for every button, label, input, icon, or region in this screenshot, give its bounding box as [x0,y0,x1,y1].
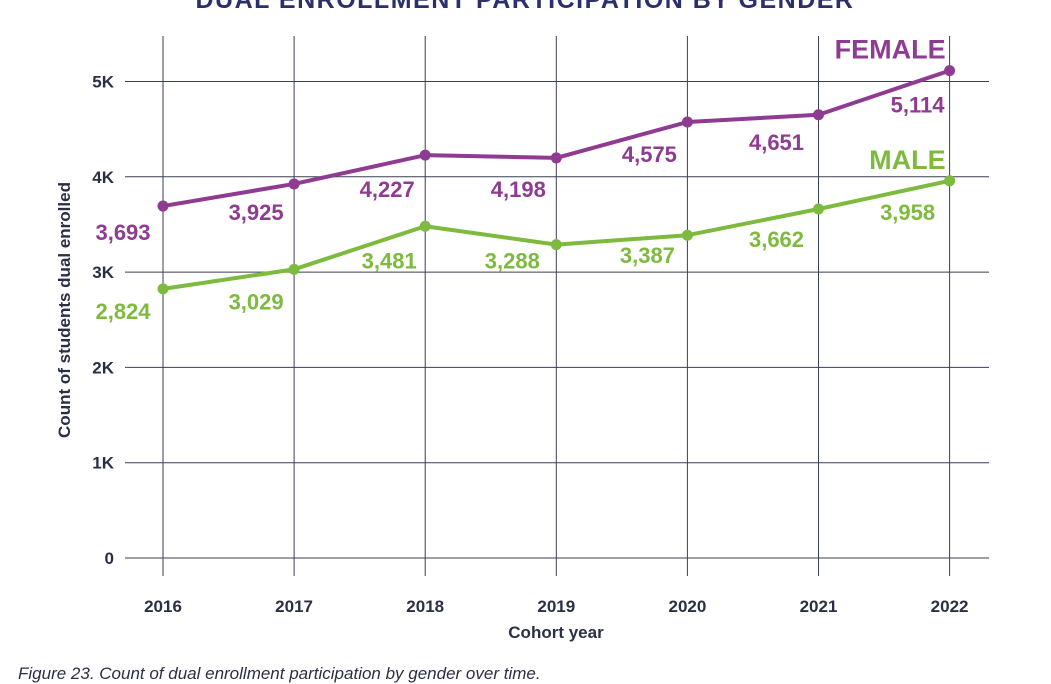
x-tick-label-2019: 2019 [537,597,575,616]
x-tick-label-2021: 2021 [800,597,838,616]
data-label-female-2016: 3,693 [95,220,150,245]
x-axis-ticks: 2016 2017 2018 2019 2020 2021 2022 [144,597,968,616]
y-tick-label-3K: 3K [92,263,114,282]
y-tick-label-0: 0 [105,549,114,568]
data-point-female-2021 [813,109,824,121]
x-axis-label: Cohort year [508,623,604,642]
data-label-male-2019: 3,288 [485,249,540,274]
data-point-male-2016 [157,283,169,295]
legend-label-male: MALE [869,145,946,175]
data-label-female-2017: 3,925 [229,200,284,225]
x-tick-label-2016: 2016 [144,597,182,616]
data-label-male-2018: 3,481 [362,248,417,273]
data-point-female-2017 [288,178,300,190]
data-point-female-2018 [419,149,431,161]
y-axis-ticks: 0 1K 2K 3K 4K 5K [92,73,114,569]
data-point-male-2017 [288,263,300,275]
x-tick-label-2020: 2020 [668,597,706,616]
data-label-male-2020: 3,387 [620,243,675,268]
data-point-female-2019 [550,152,562,164]
data-point-male-2020 [681,229,693,241]
data-point-male-2021 [813,203,824,215]
data-point-female-2022 [944,65,956,77]
data-label-male-2016: 2,824 [95,299,151,324]
data-label-male-2022: 3,958 [880,200,935,225]
y-axis-label: Count of students dual enrolled [55,182,74,438]
series-male: 2,824 3,029 3,481 3,288 3,387 3,662 3,958 MALE [95,145,956,324]
y-tick-label-5K: 5K [92,73,114,92]
data-point-male-2022 [944,175,956,187]
x-tick-label-2022: 2022 [931,597,969,616]
legend-label-female: FEMALE [835,35,946,65]
chart-title: DUAL ENROLLMENT PARTICIPATION BY GENDER [196,0,855,14]
data-point-female-2020 [681,116,693,128]
data-label-female-2020: 4,575 [622,142,677,167]
y-tick-label-2K: 2K [92,358,114,377]
x-tick-label-2018: 2018 [406,597,444,616]
series-layer: 3,693 3,925 4,227 4,198 4,575 4,651 5,114 FEMAL… [95,35,956,324]
data-label-female-2018: 4,227 [360,177,415,202]
data-point-female-2016 [157,200,169,212]
y-tick-label-4K: 4K [92,168,114,187]
data-label-male-2021: 3,662 [749,227,804,252]
data-label-female-2022: 5,114 [891,93,946,118]
data-label-female-2019: 4,198 [491,177,546,202]
data-point-male-2019 [550,239,562,251]
x-tick-label-2017: 2017 [275,597,313,616]
data-point-male-2018 [419,220,431,232]
data-label-male-2017: 3,029 [229,289,284,314]
figure-caption: Figure 23. Count of dual enrollment part… [18,664,541,683]
series-female: 3,693 3,925 4,227 4,198 4,575 4,651 5,114 FEMAL… [95,35,956,245]
y-tick-label-1K: 1K [92,454,114,473]
data-label-female-2021: 4,651 [749,130,804,155]
